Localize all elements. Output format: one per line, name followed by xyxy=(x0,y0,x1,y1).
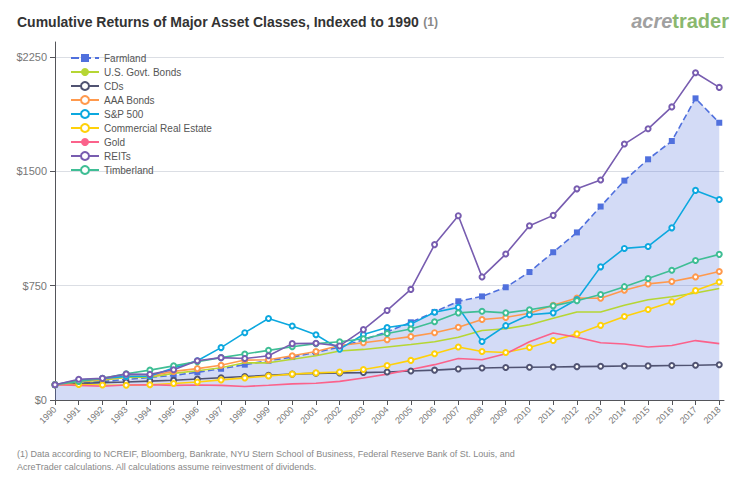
svg-text:2004: 2004 xyxy=(369,404,390,425)
svg-text:2006: 2006 xyxy=(417,404,438,425)
svg-text:1997: 1997 xyxy=(203,404,224,425)
svg-text:REITs: REITs xyxy=(104,151,131,162)
svg-text:1994: 1994 xyxy=(132,404,153,425)
svg-text:CDs: CDs xyxy=(104,81,123,92)
svg-text:Farmland: Farmland xyxy=(104,53,146,64)
svg-text:(1) Data according to NCREIF,: (1) Data according to NCREIF, Bloomberg,… xyxy=(17,449,515,459)
svg-text:$2250: $2250 xyxy=(16,51,47,63)
svg-text:2011: 2011 xyxy=(536,404,557,425)
svg-text:AcreTrader calculations. All c: AcreTrader calculations. All calculation… xyxy=(17,462,316,472)
svg-text:(1): (1) xyxy=(423,15,438,29)
svg-text:AAA Bonds: AAA Bonds xyxy=(104,95,155,106)
svg-text:2001: 2001 xyxy=(298,404,319,425)
svg-text:2016: 2016 xyxy=(654,404,675,425)
svg-text:2007: 2007 xyxy=(441,404,462,425)
svg-text:2018: 2018 xyxy=(702,404,723,425)
svg-text:2015: 2015 xyxy=(630,404,651,425)
svg-text:Gold: Gold xyxy=(104,137,125,148)
svg-text:2008: 2008 xyxy=(464,404,485,425)
svg-text:1999: 1999 xyxy=(251,404,272,425)
svg-text:2005: 2005 xyxy=(393,404,414,425)
svg-text:1991: 1991 xyxy=(61,404,82,425)
svg-text:acre: acre xyxy=(631,10,672,32)
svg-text:trader: trader xyxy=(672,10,729,32)
svg-text:$1500: $1500 xyxy=(16,165,47,177)
svg-text:2017: 2017 xyxy=(678,404,699,425)
svg-text:2012: 2012 xyxy=(559,404,580,425)
svg-text:2010: 2010 xyxy=(512,404,533,425)
svg-text:Commercial Real Estate: Commercial Real Estate xyxy=(104,123,212,134)
svg-text:2009: 2009 xyxy=(488,404,509,425)
svg-text:$750: $750 xyxy=(23,280,47,292)
svg-text:Timberland: Timberland xyxy=(104,165,154,176)
svg-text:S&P 500: S&P 500 xyxy=(104,109,144,120)
svg-text:2000: 2000 xyxy=(275,404,296,425)
svg-text:2014: 2014 xyxy=(607,404,628,425)
svg-text:2002: 2002 xyxy=(322,404,343,425)
svg-text:2003: 2003 xyxy=(346,404,367,425)
svg-text:1996: 1996 xyxy=(180,404,201,425)
svg-text:1993: 1993 xyxy=(108,404,129,425)
svg-text:2013: 2013 xyxy=(583,404,604,425)
svg-text:1995: 1995 xyxy=(156,404,177,425)
svg-text:$0: $0 xyxy=(35,394,47,406)
svg-text:Cumulative Returns of Major As: Cumulative Returns of Major Asset Classe… xyxy=(17,14,419,30)
svg-text:1992: 1992 xyxy=(85,404,106,425)
svg-text:1998: 1998 xyxy=(227,404,248,425)
svg-text:U.S. Govt. Bonds: U.S. Govt. Bonds xyxy=(104,67,181,78)
svg-text:1990: 1990 xyxy=(37,404,58,425)
